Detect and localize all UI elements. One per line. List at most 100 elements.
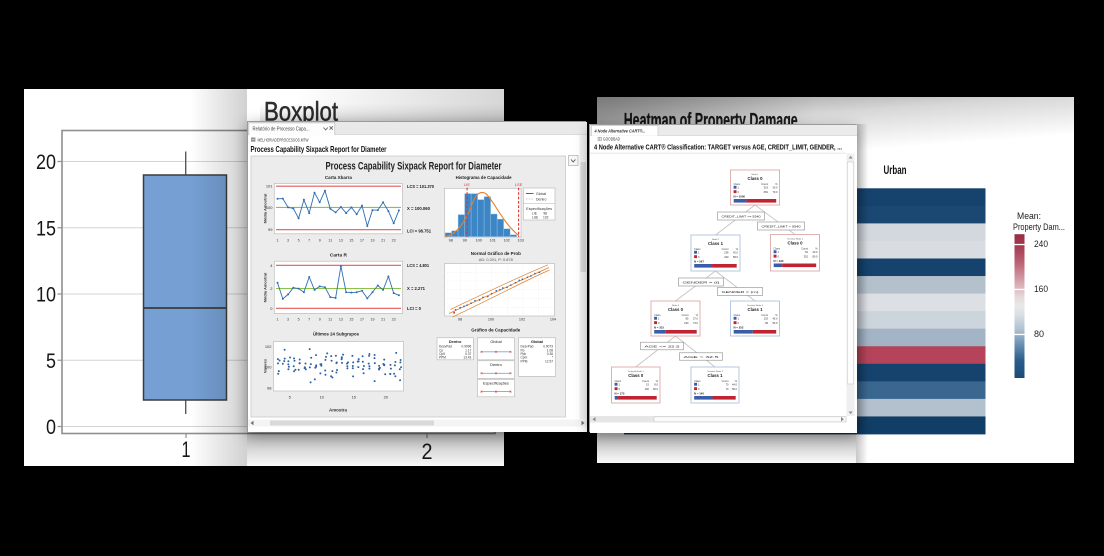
- svg-text:12.97: 12.97: [545, 359, 553, 363]
- svg-text:1: 1: [658, 317, 660, 321]
- svg-text:Especificações: Especificações: [526, 207, 552, 211]
- svg-text:99: 99: [463, 238, 467, 242]
- svg-text:681: 681: [764, 190, 769, 194]
- svg-text:98: 98: [267, 385, 272, 390]
- svg-text:Normal Gráfico de Prob: Normal Gráfico de Prob: [471, 251, 521, 257]
- svg-text:DesvPad: DesvPad: [521, 344, 534, 348]
- svg-text:CpK: CpK: [439, 352, 446, 356]
- svg-text:%: %: [775, 313, 778, 317]
- svg-text:AGE > 32.5: AGE > 32.5: [684, 355, 720, 359]
- svg-text:80.0: 80.0: [812, 255, 818, 259]
- svg-text:Count: Count: [761, 182, 768, 186]
- svg-text:Class: Class: [615, 379, 622, 383]
- svg-text:Class: Class: [734, 313, 741, 317]
- svg-text:13: 13: [339, 238, 343, 242]
- svg-text:Class 1: Class 1: [707, 373, 723, 378]
- svg-text:Valores: Valores: [262, 358, 267, 373]
- svg-text:Carta Xbarra: Carta Xbarra: [325, 174, 352, 180]
- svg-text:7: 7: [308, 238, 310, 242]
- svg-text:58.0: 58.0: [733, 255, 739, 259]
- svg-text:104: 104: [550, 317, 556, 321]
- svg-text:Global: Global: [536, 192, 546, 196]
- svg-text:Node 1: Node 1: [751, 174, 759, 176]
- svg-text:X = 2.271: X = 2.271: [407, 286, 425, 291]
- svg-text:1: 1: [619, 383, 621, 387]
- svg-text:80: 80: [1034, 329, 1044, 340]
- svg-text:11: 11: [328, 238, 332, 242]
- svg-text:9: 9: [319, 238, 321, 242]
- svg-text:0: 0: [270, 306, 273, 311]
- svg-text:100: 100: [476, 238, 482, 242]
- svg-text:230: 230: [684, 321, 689, 325]
- svg-text:100: 100: [266, 204, 273, 209]
- svg-text:Terminal Node 1: Terminal Node 1: [628, 370, 645, 373]
- svg-text:0: 0: [738, 321, 740, 325]
- svg-text:1.08: 1.08: [547, 348, 553, 352]
- svg-text:70: 70: [726, 387, 729, 391]
- svg-text:LCS = 4.801: LCS = 4.801: [407, 262, 429, 267]
- svg-text:20: 20: [384, 394, 389, 399]
- svg-text:%: %: [815, 246, 818, 250]
- svg-text:Count: Count: [642, 379, 649, 383]
- svg-text:10: 10: [36, 284, 56, 307]
- svg-text:N = 315: N = 315: [654, 326, 664, 330]
- svg-text:LIE: LIE: [464, 181, 470, 186]
- svg-text:Cp: Cp: [439, 348, 443, 352]
- svg-text:0: 0: [619, 387, 621, 391]
- svg-text:Cpm: Cpm: [521, 355, 528, 359]
- svg-text:153: 153: [764, 317, 769, 321]
- svg-text:Terminal Node 4: Terminal Node 4: [787, 238, 804, 241]
- svg-text:Últimos 24 Subgrupos: Últimos 24 Subgrupos: [313, 330, 359, 337]
- svg-text:100: 100: [488, 317, 494, 321]
- svg-text:70.0: 70.0: [772, 190, 778, 194]
- svg-text:102: 102: [265, 344, 272, 349]
- svg-text:Média Amostral: Média Amostral: [262, 272, 267, 302]
- svg-text:0.9996: 0.9996: [462, 344, 472, 348]
- svg-text:5: 5: [298, 238, 300, 242]
- svg-text:3: 3: [287, 238, 289, 242]
- svg-text:N = 140: N = 140: [694, 392, 704, 396]
- svg-text:Node 2: Node 2: [712, 239, 720, 241]
- svg-text:102: 102: [504, 238, 510, 242]
- svg-text:0.37: 0.37: [465, 352, 471, 356]
- svg-text:*: *: [552, 355, 554, 359]
- svg-text:Especificações: Especificações: [483, 380, 509, 385]
- svg-text:238: 238: [724, 251, 729, 255]
- svg-text:Class: Class: [774, 246, 781, 250]
- svg-text:0: 0: [778, 255, 780, 259]
- svg-text:1: 1: [698, 383, 700, 387]
- svg-text:N = 252: N = 252: [734, 326, 744, 330]
- svg-text:1: 1: [182, 437, 191, 462]
- svg-text:103: 103: [518, 238, 524, 242]
- svg-text:17: 17: [360, 317, 364, 321]
- svg-text:Process Capability Sixpack Rep: Process Capability Sixpack Report for Di…: [251, 144, 388, 153]
- svg-text:1.17: 1.17: [465, 348, 471, 352]
- svg-text:%: %: [735, 379, 738, 383]
- svg-text:81: 81: [805, 250, 808, 254]
- svg-text:Dentro: Dentro: [449, 338, 462, 343]
- svg-text:1: 1: [738, 317, 740, 321]
- svg-text:0: 0: [658, 321, 660, 325]
- svg-text:Histograma de Capacidade: Histograma de Capacidade: [456, 174, 512, 180]
- svg-text:GENDER = (m): GENDER = (m): [722, 290, 759, 294]
- svg-text:Class 0: Class 0: [747, 176, 763, 181]
- svg-text:1: 1: [277, 317, 279, 321]
- svg-text:21: 21: [381, 238, 385, 242]
- svg-text:GENDER = (f): GENDER = (f): [683, 280, 720, 284]
- svg-text:19: 19: [371, 317, 375, 321]
- svg-text:LIE: LIE: [532, 211, 538, 215]
- svg-text:4 Node Alternative CART®...: 4 Node Alternative CART®...: [594, 128, 646, 133]
- svg-text:Count: Count: [722, 247, 729, 251]
- svg-text:99: 99: [765, 321, 768, 325]
- svg-text:1: 1: [738, 186, 740, 190]
- svg-text:Count: Count: [682, 313, 689, 317]
- svg-text:42.0: 42.0: [733, 251, 739, 255]
- svg-text:0.36: 0.36: [547, 352, 553, 356]
- svg-text:73.0: 73.0: [693, 321, 699, 325]
- svg-text:CREDIT_LIMIT <= 5540: CREDIT_LIMIT <= 5540: [722, 214, 761, 218]
- svg-text:9: 9: [319, 317, 321, 321]
- svg-text:X = 100.060: X = 100.060: [407, 206, 430, 211]
- svg-text:%: %: [775, 182, 778, 186]
- svg-text:101: 101: [266, 183, 273, 188]
- svg-text:Class 0: Class 0: [628, 373, 644, 378]
